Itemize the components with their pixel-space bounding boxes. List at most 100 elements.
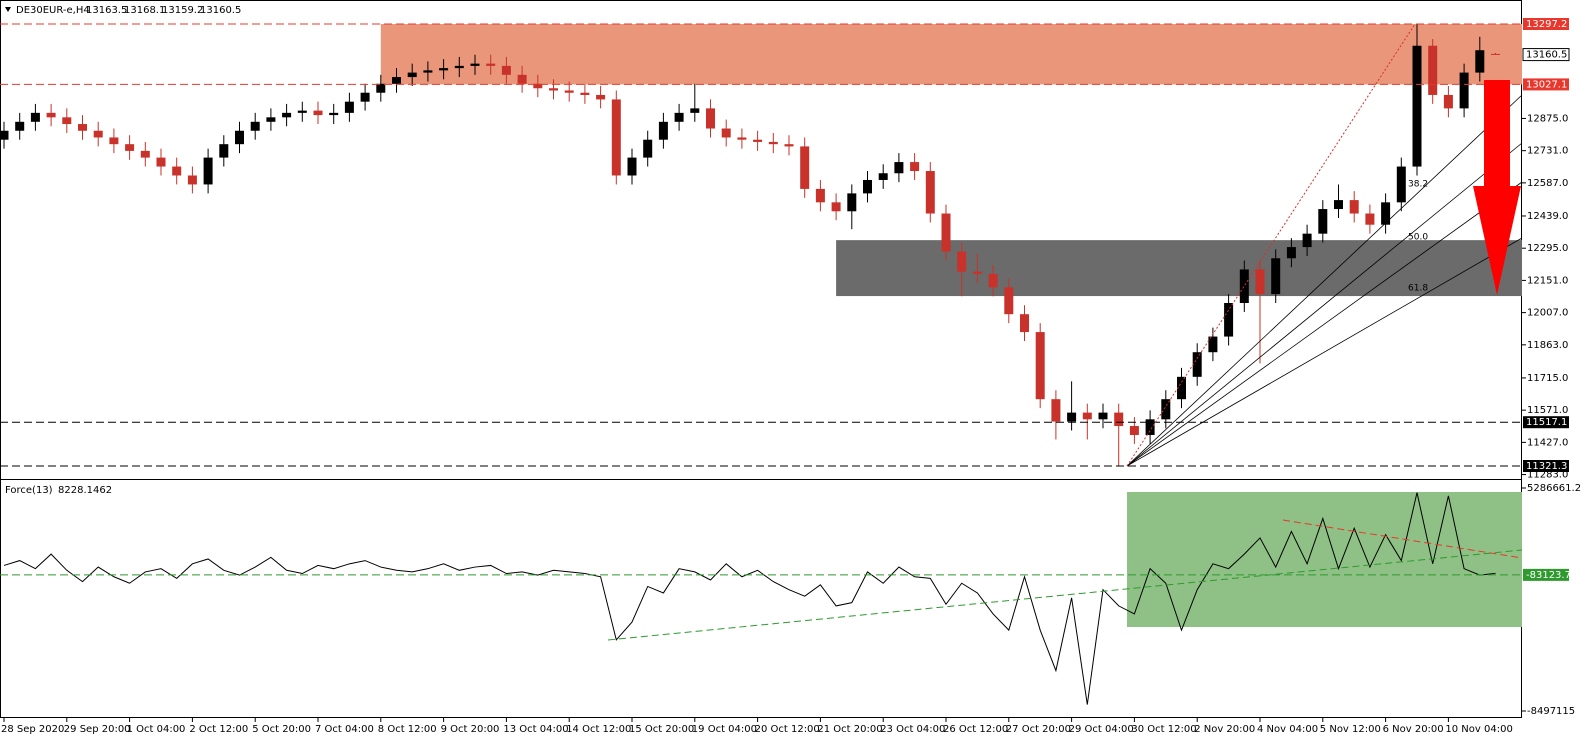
x-tick-label: 20 Oct 12:00 — [755, 724, 820, 735]
y-tick-label: 12151.0 — [1527, 275, 1568, 286]
x-tick-label: 2 Oct 12:00 — [189, 724, 248, 735]
fib-fan-line — [1126, 142, 1523, 467]
x-tick-label: 5 Nov 12:00 — [1320, 724, 1381, 735]
fib-label: 50.0 — [1408, 233, 1428, 243]
candle-body — [172, 166, 182, 176]
candle-body — [674, 112, 684, 122]
candle-body — [46, 112, 56, 118]
candle-body — [454, 65, 464, 69]
x-tick-label: 26 Oct 12:00 — [943, 724, 1008, 735]
candle-body — [643, 139, 653, 158]
candle-body — [1020, 314, 1029, 333]
candle-body — [30, 112, 40, 122]
candle-body — [266, 117, 276, 122]
candle-body — [988, 273, 998, 288]
ohlc-open: 13163.5 — [86, 5, 127, 16]
x-tick-label: 10 Nov 04:00 — [1445, 724, 1512, 735]
candle-body — [1365, 213, 1375, 225]
y-tick-label: -8497115 — [1527, 706, 1575, 717]
candle-body — [1334, 200, 1343, 210]
candle-body — [1491, 53, 1500, 55]
x-tick-label: 1 Oct 04:00 — [127, 724, 186, 735]
fib-fan-line — [1126, 181, 1523, 467]
candle-body — [941, 213, 951, 252]
x-tick-label: 21 Oct 20:00 — [817, 724, 882, 735]
candle-body — [93, 130, 103, 138]
candle-body — [78, 124, 87, 131]
candle-body — [439, 68, 449, 71]
candle-body — [344, 101, 354, 113]
candle-body — [1114, 412, 1124, 427]
y-tick-label: 11863.0 — [1527, 340, 1568, 351]
y-tick-label: 12731.0 — [1527, 146, 1568, 157]
candle-body — [533, 83, 543, 89]
x-tick-label: 23 Oct 04:00 — [880, 724, 945, 735]
force-line — [3, 492, 1496, 705]
level-label: -83123.76 — [1526, 570, 1577, 581]
x-tick-label: 6 Nov 20:00 — [1383, 724, 1444, 735]
candle-body — [863, 179, 872, 194]
y-tick-label: 12587.0 — [1527, 178, 1568, 189]
candle-body — [392, 77, 401, 84]
candle-body — [376, 83, 386, 93]
candle-body — [706, 108, 715, 129]
x-tick-label: 9 Oct 20:00 — [441, 724, 500, 735]
candle-body — [423, 70, 433, 73]
candle-body — [1396, 166, 1406, 203]
x-tick-label: 29 Sep 20:00 — [64, 724, 131, 735]
candle-body — [125, 144, 135, 151]
y-tick-label: 12007.0 — [1527, 308, 1568, 319]
candle-body — [1082, 412, 1092, 420]
level-label: 11517.1 — [1526, 417, 1567, 428]
fib-fan-line — [1126, 237, 1523, 467]
x-tick-label: 27 Oct 20:00 — [1006, 724, 1071, 735]
ohlc-close: 13160.5 — [200, 5, 241, 16]
candle-body — [1302, 233, 1312, 248]
marks — [0, 24, 1500, 705]
candle-body — [1412, 45, 1422, 167]
y-tick-label: 11571.0 — [1527, 405, 1568, 416]
y-tick-label: 12295.0 — [1527, 243, 1568, 254]
candle-body — [925, 171, 935, 214]
bearish-arrow — [1473, 80, 1521, 295]
candle-body — [1129, 426, 1139, 435]
candle-body — [282, 112, 292, 118]
candle-body — [0, 130, 9, 140]
candle-body — [721, 128, 731, 138]
candle-body — [486, 63, 496, 66]
candle-body — [847, 193, 857, 212]
x-tick-label: 7 Oct 04:00 — [315, 724, 374, 735]
fib-label: 61.8 — [1408, 284, 1428, 294]
indicator-trend-line — [607, 549, 1523, 641]
candle-body — [1318, 209, 1328, 234]
candle-body — [501, 65, 511, 75]
candle-body — [360, 92, 370, 102]
candle-body — [815, 188, 825, 203]
y-tick-label: 11427.0 — [1527, 437, 1568, 448]
candle-body — [878, 173, 888, 180]
candle-body — [219, 144, 229, 158]
candle-body — [1145, 419, 1155, 435]
level-label-box — [1523, 460, 1569, 473]
candle-body — [658, 121, 668, 140]
candle-body — [1161, 399, 1171, 420]
current-price-box — [1522, 48, 1570, 62]
zone — [380, 24, 1522, 85]
x-tick-label: 5 Oct 20:00 — [252, 724, 311, 735]
candle-body — [1224, 303, 1234, 337]
level-label-box — [1523, 18, 1569, 31]
level-label: 13027.1 — [1526, 79, 1567, 90]
candle-body — [1349, 200, 1359, 214]
candle-body — [235, 130, 244, 145]
x-tick-label: 15 Oct 20:00 — [629, 724, 694, 735]
candle-body — [187, 175, 197, 185]
candle-body — [596, 94, 606, 100]
x-tick-label: 28 Sep 2020 — [1, 724, 64, 735]
level-label: 13297.2 — [1526, 19, 1567, 30]
candle-body — [517, 74, 527, 84]
fib-label: 38.2 — [1408, 180, 1428, 190]
fib-fan-line — [1126, 94, 1523, 467]
indicator-zone — [1127, 492, 1522, 627]
candle-body — [407, 72, 417, 78]
